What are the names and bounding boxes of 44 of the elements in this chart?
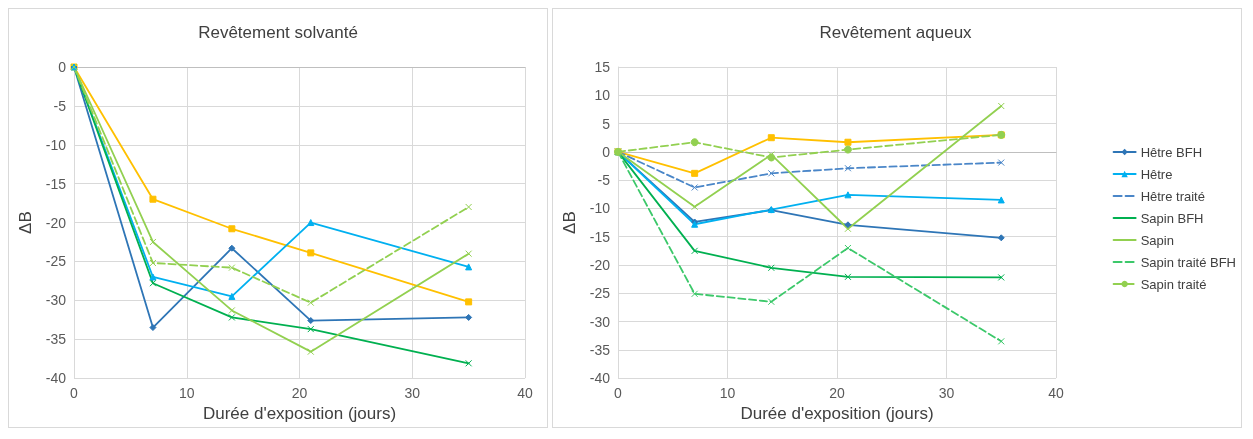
y-tick-label: 15 <box>594 59 611 75</box>
legend-label: Sapin traité BFH <box>1140 254 1236 270</box>
y-tick-label: -35 <box>45 331 67 348</box>
y-tick-label: -15 <box>589 228 611 245</box>
y-tick-label: -30 <box>589 313 611 330</box>
y-tick-label: -5 <box>597 172 611 189</box>
y-tick-label: -30 <box>45 292 67 309</box>
y-tick-label: -25 <box>589 285 611 302</box>
y-tick-label: -35 <box>589 341 611 358</box>
x-tick-label: 30 <box>938 385 955 402</box>
x-tick-label: 20 <box>291 385 308 402</box>
y-tick-label: 5 <box>602 115 611 132</box>
y-axis-title: ΔB <box>16 211 35 234</box>
x-tick-label: 40 <box>517 385 533 402</box>
y-tick-label: -40 <box>589 370 611 387</box>
legend-label: Sapin traité <box>1140 276 1207 292</box>
x-tick-label: 10 <box>719 385 736 402</box>
chart-title: Revêtement solvanté <box>198 23 358 42</box>
y-tick-label: -20 <box>45 214 67 231</box>
y-tick-label: 0 <box>602 143 611 160</box>
y-axis-title: ΔB <box>560 211 579 234</box>
y-tick-label: -20 <box>589 256 611 273</box>
legend-label: Hêtre <box>1140 166 1173 182</box>
legend-label: Sapin BFH <box>1140 210 1204 226</box>
y-tick-label: -10 <box>45 136 67 153</box>
chart-title: Revêtement aqueux <box>819 23 973 42</box>
x-tick-label: 40 <box>1048 385 1064 402</box>
y-tick-label: -5 <box>53 97 67 114</box>
y-tick-label: -25 <box>45 253 67 270</box>
legend-label: Sapin <box>1140 232 1174 248</box>
y-tick-label: -40 <box>45 370 67 387</box>
legend-label: Hêtre traité <box>1140 188 1205 204</box>
x-tick-label: 10 <box>178 385 195 402</box>
y-tick-label: -15 <box>45 175 67 192</box>
legend-label: Hêtre BFH <box>1140 144 1203 160</box>
x-axis-title: Durée d'exposition (jours) <box>202 404 397 423</box>
x-axis-title: Durée d'exposition (jours) <box>740 404 934 423</box>
x-tick-label: 30 <box>404 385 421 402</box>
y-tick-label: -10 <box>589 200 611 217</box>
y-tick-label: 10 <box>594 87 611 104</box>
x-tick-label: 0 <box>614 385 623 402</box>
x-tick-label: 0 <box>70 385 79 402</box>
x-tick-label: 20 <box>829 385 845 402</box>
y-tick-label: 0 <box>58 59 67 75</box>
